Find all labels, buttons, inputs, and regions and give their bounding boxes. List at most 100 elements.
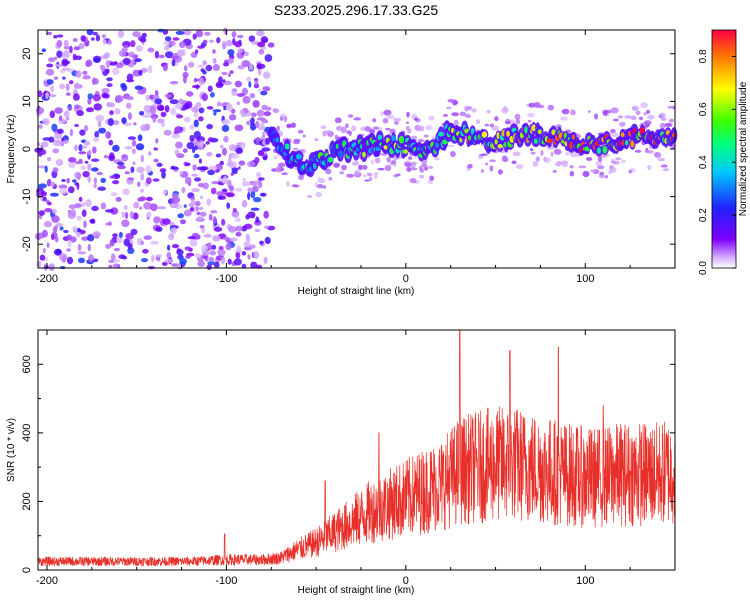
noise-speck — [78, 43, 85, 50]
noise-speck — [42, 248, 46, 254]
noise-speck — [61, 137, 65, 142]
noise-speck — [257, 41, 266, 48]
noise-speck — [262, 131, 266, 138]
noise-speck — [122, 188, 130, 196]
noise-speck — [54, 225, 58, 229]
halo-speck — [317, 176, 321, 182]
noise-speck — [242, 142, 246, 149]
noise-speck — [92, 78, 99, 85]
noise-speck — [131, 139, 137, 147]
noise-speck — [236, 245, 241, 253]
halo-speck — [424, 166, 428, 171]
halo-speck — [659, 112, 666, 119]
noise-speck — [76, 172, 81, 181]
noise-speck — [248, 35, 256, 42]
noise-speck — [109, 110, 114, 116]
noise-speck — [87, 234, 95, 242]
snr-panel: -200 -100 0 100 0 200 400 600 Height of straigh… — [6, 329, 676, 596]
noise-speck — [249, 93, 255, 99]
noise-speck — [189, 207, 195, 212]
halo-speck — [638, 116, 644, 121]
noise-speck — [267, 42, 275, 48]
ridge-core — [438, 131, 444, 137]
noise-speck — [165, 51, 174, 59]
noise-speck — [66, 248, 71, 252]
halo-speck — [553, 148, 562, 155]
noise-speck — [170, 227, 177, 235]
noise-speck — [199, 211, 207, 217]
noise-speck — [116, 62, 124, 69]
x-tick-label: -100 — [215, 575, 237, 587]
noise-speck — [140, 154, 144, 163]
noise-speck — [233, 258, 242, 266]
noise-speck — [54, 132, 63, 140]
noise-speck — [103, 53, 109, 60]
noise-speck — [86, 107, 94, 113]
noise-speck — [157, 118, 165, 124]
noise-speck — [103, 155, 109, 159]
noise-speck — [127, 112, 132, 120]
noise-speck — [198, 206, 204, 211]
noise-speck — [191, 188, 201, 193]
halo-speck — [386, 156, 391, 163]
noise-speck — [50, 181, 55, 188]
noise-speck — [91, 37, 95, 41]
noise-speck — [124, 171, 130, 175]
noise-speck — [77, 251, 87, 255]
halo-speck — [427, 179, 433, 185]
noise-speck — [225, 242, 232, 251]
halo-speck — [291, 184, 299, 188]
noise-speck — [210, 187, 217, 195]
halo-speck — [416, 125, 425, 130]
colorbar-tick-label: 0.0 — [698, 261, 709, 275]
noise-speck — [208, 213, 213, 221]
noise-speck — [155, 226, 161, 232]
noise-speck — [66, 177, 70, 184]
noise-speck — [182, 148, 188, 153]
noise-speck — [132, 31, 141, 38]
noise-speck — [100, 64, 106, 72]
noise-speck — [247, 161, 256, 168]
noise-speck — [254, 157, 260, 164]
halo-speck — [501, 155, 508, 162]
noise-speck — [243, 51, 249, 57]
noise-speck — [261, 192, 267, 197]
noise-speck — [241, 199, 248, 208]
halo-speck — [363, 174, 367, 178]
ridge-core — [571, 134, 575, 140]
halo-speck — [569, 151, 578, 158]
noise-speck — [192, 164, 197, 171]
noise-speck — [57, 34, 64, 38]
noise-speck — [125, 96, 134, 100]
noise-speck — [162, 190, 168, 195]
noise-speck — [222, 236, 230, 241]
noise-speck — [190, 199, 195, 205]
halo-speck — [351, 125, 357, 132]
noise-speck — [163, 40, 170, 46]
noise-speck — [135, 143, 145, 151]
ridge-core — [284, 143, 290, 150]
halo-speck — [576, 154, 580, 157]
halo-speck — [578, 165, 587, 169]
noise-speck — [253, 251, 260, 260]
noise-speck — [91, 167, 99, 172]
halo-speck — [368, 176, 373, 182]
noise-speck — [145, 94, 150, 101]
halo-speck — [532, 161, 539, 167]
noise-speck — [254, 228, 261, 233]
noise-speck — [51, 233, 55, 241]
noise-speck — [81, 209, 87, 217]
noise-speck — [124, 146, 133, 150]
noise-speck — [231, 31, 237, 38]
noise-speck — [250, 117, 255, 124]
noise-speck — [234, 124, 244, 132]
noise-speck — [261, 38, 268, 43]
noise-speck — [207, 85, 213, 92]
noise-speck — [55, 159, 64, 166]
noise-speck — [212, 216, 217, 224]
noise-speck — [230, 108, 236, 114]
halo-speck — [364, 179, 370, 182]
halo-speck — [527, 112, 535, 118]
noise-speck — [181, 126, 186, 133]
